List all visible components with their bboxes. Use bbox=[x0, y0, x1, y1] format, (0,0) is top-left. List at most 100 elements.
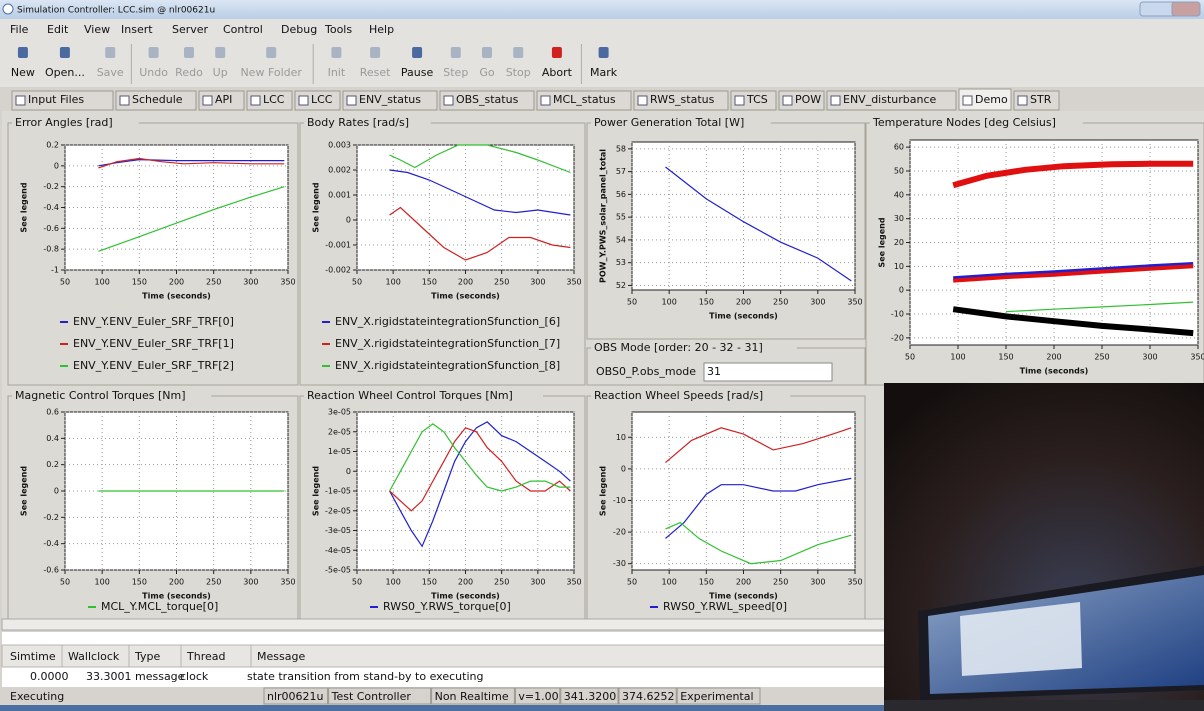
x-tick-label: 250 bbox=[773, 578, 788, 587]
y-tick-label: 0.4 bbox=[46, 434, 59, 443]
tab-label[interactable]: API bbox=[215, 93, 232, 106]
y-tick-label: -5e-05 bbox=[325, 566, 351, 575]
y-tick-label: 0 bbox=[54, 487, 59, 496]
y-tick-label: 0 bbox=[346, 216, 351, 225]
x-tick-label: 150 bbox=[422, 278, 437, 287]
y-tick-label: 3e-05 bbox=[328, 408, 351, 417]
panel-title: Reaction Wheel Speeds [rad/s] bbox=[594, 389, 763, 402]
log-header: Simtime bbox=[10, 650, 56, 663]
y-tick-label: -0.4 bbox=[43, 203, 59, 212]
y-tick-label: 53 bbox=[616, 258, 626, 267]
tab-label[interactable]: LCC bbox=[311, 93, 333, 106]
y-tick-label: -3e-05 bbox=[325, 526, 351, 535]
tab-label[interactable]: STR bbox=[1030, 93, 1052, 106]
y-tick-label: -0.002 bbox=[325, 266, 351, 275]
y-tick-label: -10 bbox=[891, 310, 904, 319]
x-tick-label: 250 bbox=[1094, 353, 1109, 362]
toolbar-button[interactable]: Reset bbox=[360, 66, 391, 79]
status-field-text: Experimental bbox=[680, 690, 753, 703]
status-field-text: 374.6252 bbox=[622, 690, 675, 703]
toolbar-button[interactable]: Open... bbox=[45, 66, 85, 79]
tab-label[interactable]: Input Files bbox=[28, 93, 84, 106]
x-tick-label: 250 bbox=[206, 278, 221, 287]
toolbar-button[interactable]: Abort bbox=[542, 66, 573, 79]
tab-icon bbox=[299, 96, 308, 105]
status-field-text: 341.3200 bbox=[564, 690, 617, 703]
x-tick-label: 150 bbox=[132, 278, 147, 287]
log-cell: state transition from stand-by to execut… bbox=[247, 670, 483, 683]
toolbar-button[interactable]: Stop bbox=[506, 66, 531, 79]
y-tick-label: 0.003 bbox=[328, 141, 351, 150]
toolbar-button[interactable]: Redo bbox=[175, 66, 203, 79]
menu-item[interactable]: Tools bbox=[324, 23, 352, 36]
menu-item[interactable]: View bbox=[84, 23, 110, 36]
toolbar-icon bbox=[552, 47, 562, 58]
y-tick-label: -0.001 bbox=[325, 241, 351, 250]
toolbar-button[interactable]: Undo bbox=[139, 66, 168, 79]
tab-label[interactable]: Demo bbox=[975, 93, 1008, 106]
toolbar-button[interactable]: Go bbox=[479, 66, 495, 79]
y-axis-label: See legend bbox=[312, 466, 321, 516]
toolbar-button[interactable]: Mark bbox=[590, 66, 618, 79]
toolbar bbox=[0, 39, 1204, 87]
toolbar-button[interactable]: Up bbox=[213, 66, 228, 79]
menu-item[interactable]: Edit bbox=[47, 23, 69, 36]
toolbar-button[interactable]: Save bbox=[97, 66, 124, 79]
obs-label: OBS0_P.obs_mode bbox=[596, 365, 696, 378]
y-tick-label: 50 bbox=[894, 166, 904, 175]
log-header: Type bbox=[134, 650, 160, 663]
toolbar-icon bbox=[513, 47, 523, 58]
log-cell: 0.0000 bbox=[30, 670, 69, 683]
log-header: Wallclock bbox=[68, 650, 120, 663]
y-tick-label: -4e-05 bbox=[325, 546, 351, 555]
tab-icon bbox=[783, 96, 792, 105]
y-tick-label: 55 bbox=[616, 213, 626, 222]
x-tick-label: 100 bbox=[662, 298, 677, 307]
tab-label[interactable]: Schedule bbox=[132, 93, 183, 106]
y-tick-label: 10 bbox=[894, 262, 904, 271]
tab-label[interactable]: ENV_status bbox=[359, 93, 421, 106]
toolbar-button[interactable]: Init bbox=[328, 66, 346, 79]
x-tick-label: 250 bbox=[773, 298, 788, 307]
legend-label: MCL_Y.MCL_torque[0] bbox=[101, 600, 218, 613]
tab-icon bbox=[638, 96, 647, 105]
y-tick-label: -0.6 bbox=[43, 566, 59, 575]
obs-input[interactable] bbox=[704, 363, 832, 381]
x-tick-label: 200 bbox=[736, 298, 751, 307]
x-tick-label: 50 bbox=[905, 353, 915, 362]
x-axis-label: Time (seconds) bbox=[709, 312, 778, 321]
menu-item[interactable]: Server bbox=[172, 23, 209, 36]
screenshot: Simulation Controller: LCC.sim @ nlr0062… bbox=[0, 0, 1204, 711]
tab-icon bbox=[963, 96, 972, 105]
tab-label[interactable]: RWS_status bbox=[650, 93, 715, 106]
menu-item[interactable]: File bbox=[10, 23, 29, 36]
x-tick-label: 300 bbox=[243, 578, 258, 587]
toolbar-icon bbox=[412, 47, 422, 58]
y-tick-label: 52 bbox=[616, 281, 626, 290]
menu-item[interactable]: Help bbox=[369, 23, 394, 36]
window-title: Simulation Controller: LCC.sim @ nlr0062… bbox=[17, 6, 215, 16]
menu-item[interactable]: Control bbox=[223, 23, 263, 36]
menu-item[interactable]: Insert bbox=[121, 23, 153, 36]
tab-label[interactable]: LCC bbox=[263, 93, 285, 106]
tab-label[interactable]: OBS_status bbox=[456, 93, 519, 106]
tab-label[interactable]: POW bbox=[795, 93, 821, 106]
tab-label[interactable]: TCS bbox=[746, 93, 768, 106]
toolbar-button[interactable]: Step bbox=[443, 66, 468, 79]
tab-icon bbox=[831, 96, 840, 105]
panel-title: Power Generation Total [W] bbox=[594, 116, 744, 129]
panel-title: Magnetic Control Torques [Nm] bbox=[15, 389, 186, 402]
x-tick-label: 350 bbox=[847, 298, 862, 307]
tab-label[interactable]: MCL_status bbox=[553, 93, 616, 106]
panel-title: Reaction Wheel Control Torques [Nm] bbox=[307, 389, 513, 402]
tab-label[interactable]: ENV_disturbance bbox=[843, 93, 937, 106]
x-axis-label: Time (seconds) bbox=[431, 292, 500, 301]
y-tick-label: -0.8 bbox=[43, 245, 59, 254]
y-tick-label: 1e-05 bbox=[328, 447, 351, 456]
toolbar-button[interactable]: New Folder bbox=[240, 66, 302, 79]
status-field-text: nlr00621u bbox=[267, 690, 324, 703]
toolbar-button[interactable]: Pause bbox=[401, 66, 434, 79]
menu-item[interactable]: Debug bbox=[281, 23, 317, 36]
tab-icon bbox=[16, 96, 25, 105]
toolbar-button[interactable]: New bbox=[11, 66, 35, 79]
